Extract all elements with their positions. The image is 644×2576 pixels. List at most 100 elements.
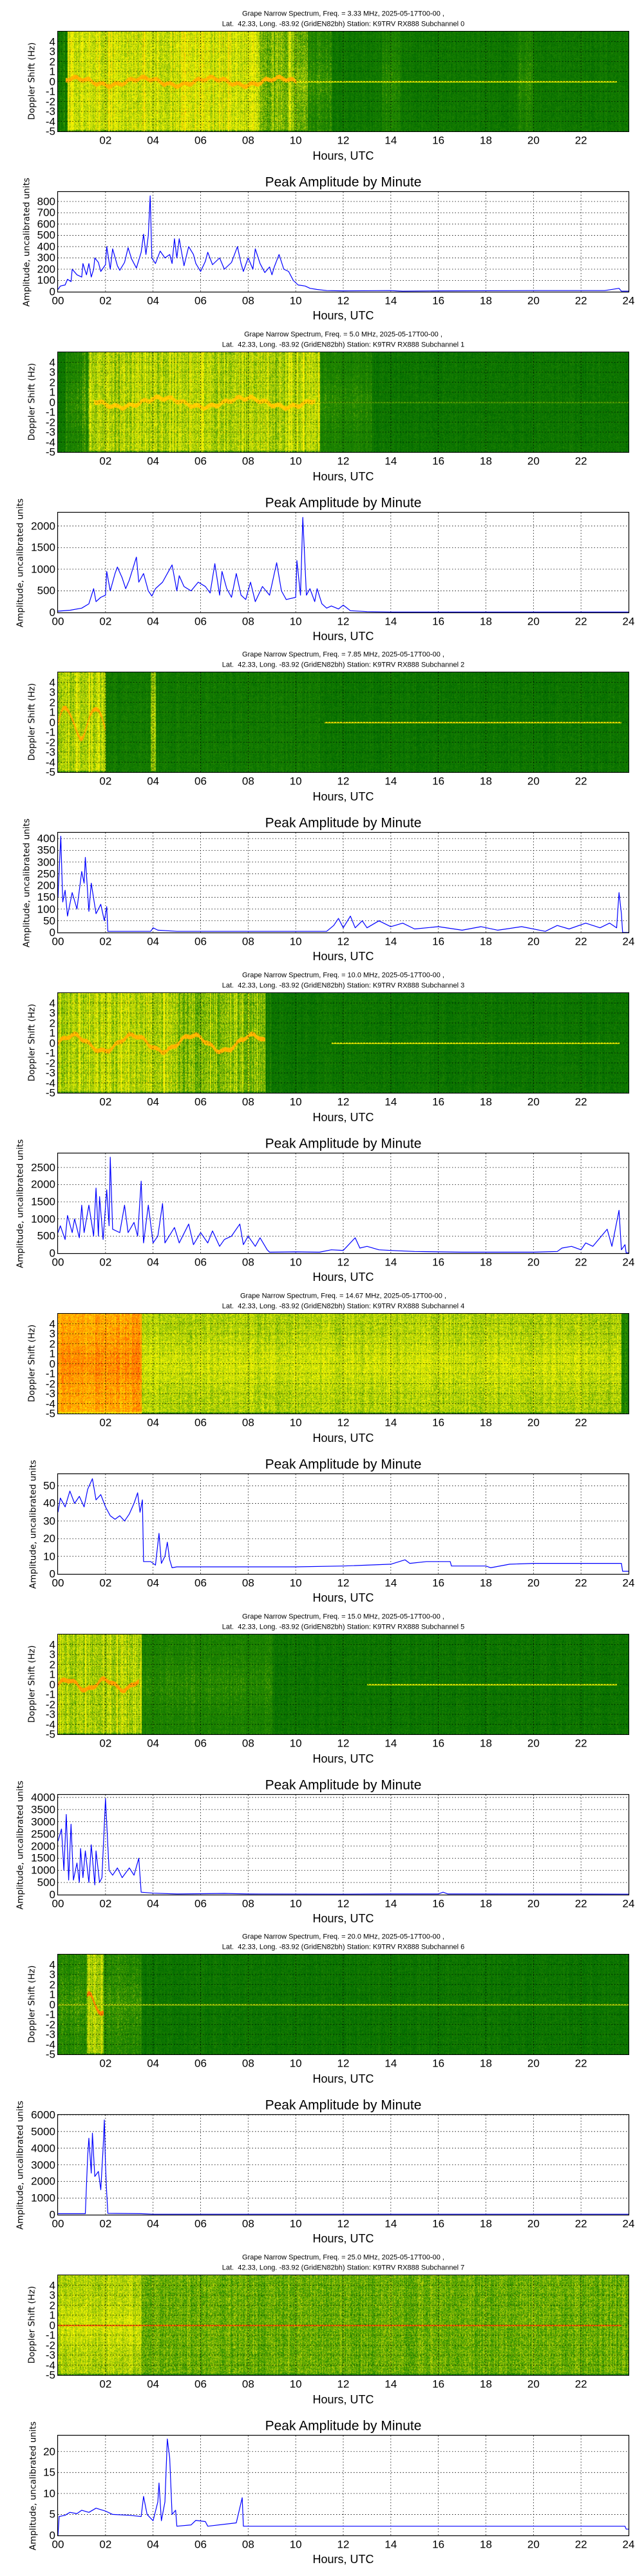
x-tick-label: 08 — [242, 1577, 254, 1589]
x-tick-label: 18 — [480, 1577, 492, 1589]
y-tick-label: 4 — [49, 676, 55, 688]
y-tick-label: 4 — [49, 997, 55, 1009]
x-tick-label: 18 — [480, 1256, 492, 1269]
y-tick-label: -4 — [45, 2038, 55, 2050]
x-tick-label: 12 — [337, 2378, 350, 2391]
y-tick-label: 1000 — [31, 1864, 55, 1877]
x-tick-label: 04 — [147, 935, 160, 948]
x-tick-label: 12 — [337, 1416, 350, 1429]
spectrum-title-line2: Lat. 42.33, Long. -83.92 (GridEN82bh) St… — [222, 1943, 465, 1951]
spectrum-title-line1: Grape Narrow Spectrum, Freq. = 10.0 MHz,… — [242, 971, 444, 980]
x-tick-label: 06 — [194, 935, 207, 948]
y-tick-label: 40 — [43, 1497, 55, 1510]
x-tick-label: 00 — [52, 615, 64, 628]
y-tick-label: 0 — [49, 2319, 55, 2331]
amplitude-chart-frame — [57, 1473, 630, 1575]
y-tick-label: 0 — [49, 606, 55, 619]
x-tick-label: 14 — [384, 2057, 397, 2070]
y-tick-label: 2500 — [31, 1161, 55, 1174]
x-tick-label: 08 — [242, 1095, 254, 1108]
y-tick-label: -5 — [45, 766, 55, 779]
y-tick-label: -1 — [45, 1367, 55, 1380]
y-tick-label: 500 — [37, 1229, 55, 1242]
x-tick-label: 06 — [194, 294, 207, 307]
y-tick-label: -5 — [45, 1728, 55, 1741]
y-tick-label: 700 — [37, 206, 55, 219]
spectrogram-grid — [57, 31, 629, 132]
y-tick-label: 0 — [49, 396, 55, 408]
y-tick-label: -3 — [45, 1387, 55, 1400]
x-tick-label: 08 — [242, 2378, 254, 2391]
y-tick-label: -4 — [45, 1718, 55, 1730]
x-tick-label: 18 — [480, 1416, 492, 1429]
spectrum-title-line1: Grape Narrow Spectrum, Freq. = 15.0 MHz,… — [242, 1613, 444, 1621]
x-tick-label: 04 — [147, 615, 160, 628]
y-tick-label: 300 — [37, 251, 55, 264]
x-tick-label: 02 — [99, 2057, 112, 2070]
x-tick-label: 16 — [432, 1095, 445, 1108]
y-tick-label: -4 — [45, 1397, 55, 1410]
y-tick-label: -5 — [45, 2369, 55, 2382]
x-tick-label: 12 — [337, 2057, 350, 2070]
y-tick-label: 350 — [37, 844, 55, 857]
x-tick-label: 08 — [242, 2057, 254, 2070]
y-tick-label: -2 — [45, 1698, 55, 1710]
x-tick-label: 18 — [480, 294, 492, 307]
y-tick-label: 2000 — [31, 1178, 55, 1191]
y-axis-label: Doppler Shift (Hz) — [26, 1324, 37, 1403]
y-tick-label: -3 — [45, 1708, 55, 1721]
x-tick-label: 02 — [99, 1256, 112, 1269]
x-tick-label: 16 — [432, 294, 445, 307]
y-tick-label: -4 — [45, 1077, 55, 1089]
x-tick-label: 10 — [289, 615, 302, 628]
y-tick-label: 1 — [49, 706, 55, 719]
y-tick-label: 500 — [37, 1876, 55, 1889]
x-tick-label: 02 — [99, 1577, 112, 1589]
x-tick-label: 06 — [194, 2217, 207, 2230]
y-tick-label: 2000 — [31, 2175, 55, 2188]
spectrum-title-line1: Grape Narrow Spectrum, Freq. = 14.67 MHz… — [240, 1292, 447, 1300]
y-axis-label: Doppler Shift (Hz) — [26, 1645, 37, 1723]
y-tick-label: 2500 — [31, 1828, 55, 1841]
x-tick-label: 06 — [194, 1897, 207, 1910]
amplitude-chart — [57, 1473, 630, 1575]
x-tick-label: 12 — [337, 935, 350, 948]
x-tick-label: 02 — [99, 294, 112, 307]
x-tick-label: 18 — [480, 455, 492, 468]
y-tick-label: 0 — [49, 1567, 55, 1580]
spectrogram-grid — [57, 672, 629, 773]
y-tick-label: -3 — [45, 105, 55, 118]
x-tick-label: 22 — [574, 134, 587, 147]
x-tick-label: 04 — [147, 1095, 160, 1108]
spectrogram-grid — [57, 2275, 629, 2376]
x-tick-label: 04 — [147, 2378, 160, 2391]
y-tick-label: 15 — [43, 2466, 55, 2479]
y-tick-label: 10 — [43, 2487, 55, 2500]
x-tick-label: 08 — [242, 615, 254, 628]
y-tick-label: 1 — [49, 1988, 55, 2001]
x-tick-label: 06 — [194, 1737, 207, 1750]
y-axis-label: Doppler Shift (Hz) — [26, 1965, 37, 2043]
spectrum-title-line2: Lat. 42.33, Long. -83.92 (GridEN82bh) St… — [222, 981, 465, 990]
x-tick-label: 14 — [384, 1737, 397, 1750]
x-tick-label: 02 — [99, 615, 112, 628]
x-tick-label: 16 — [432, 775, 445, 788]
x-tick-label: 24 — [622, 2538, 635, 2551]
x-tick-label: 22 — [574, 2057, 587, 2070]
x-tick-label: 10 — [289, 294, 302, 307]
x-axis-label: Hours, UTC — [312, 2232, 374, 2245]
x-tick-label: 10 — [289, 1737, 302, 1750]
x-tick-label: 06 — [194, 775, 207, 788]
x-tick-label: 04 — [147, 134, 160, 147]
amplitude-chart-frame — [57, 191, 630, 293]
spectrum-title-line2: Lat. 42.33, Long. -83.92 (GridEN82bh) St… — [222, 20, 465, 28]
x-tick-label: 20 — [527, 1577, 540, 1589]
y-tick-label: 0 — [49, 2208, 55, 2221]
amplitude-chart — [57, 511, 630, 614]
x-tick-label: 04 — [147, 1256, 160, 1269]
x-tick-label: 20 — [527, 1256, 540, 1269]
spectrum-title-line1: Grape Narrow Spectrum, Freq. = 3.33 MHz,… — [242, 10, 444, 18]
x-tick-label: 08 — [242, 455, 254, 468]
y-tick-label: -3 — [45, 426, 55, 439]
